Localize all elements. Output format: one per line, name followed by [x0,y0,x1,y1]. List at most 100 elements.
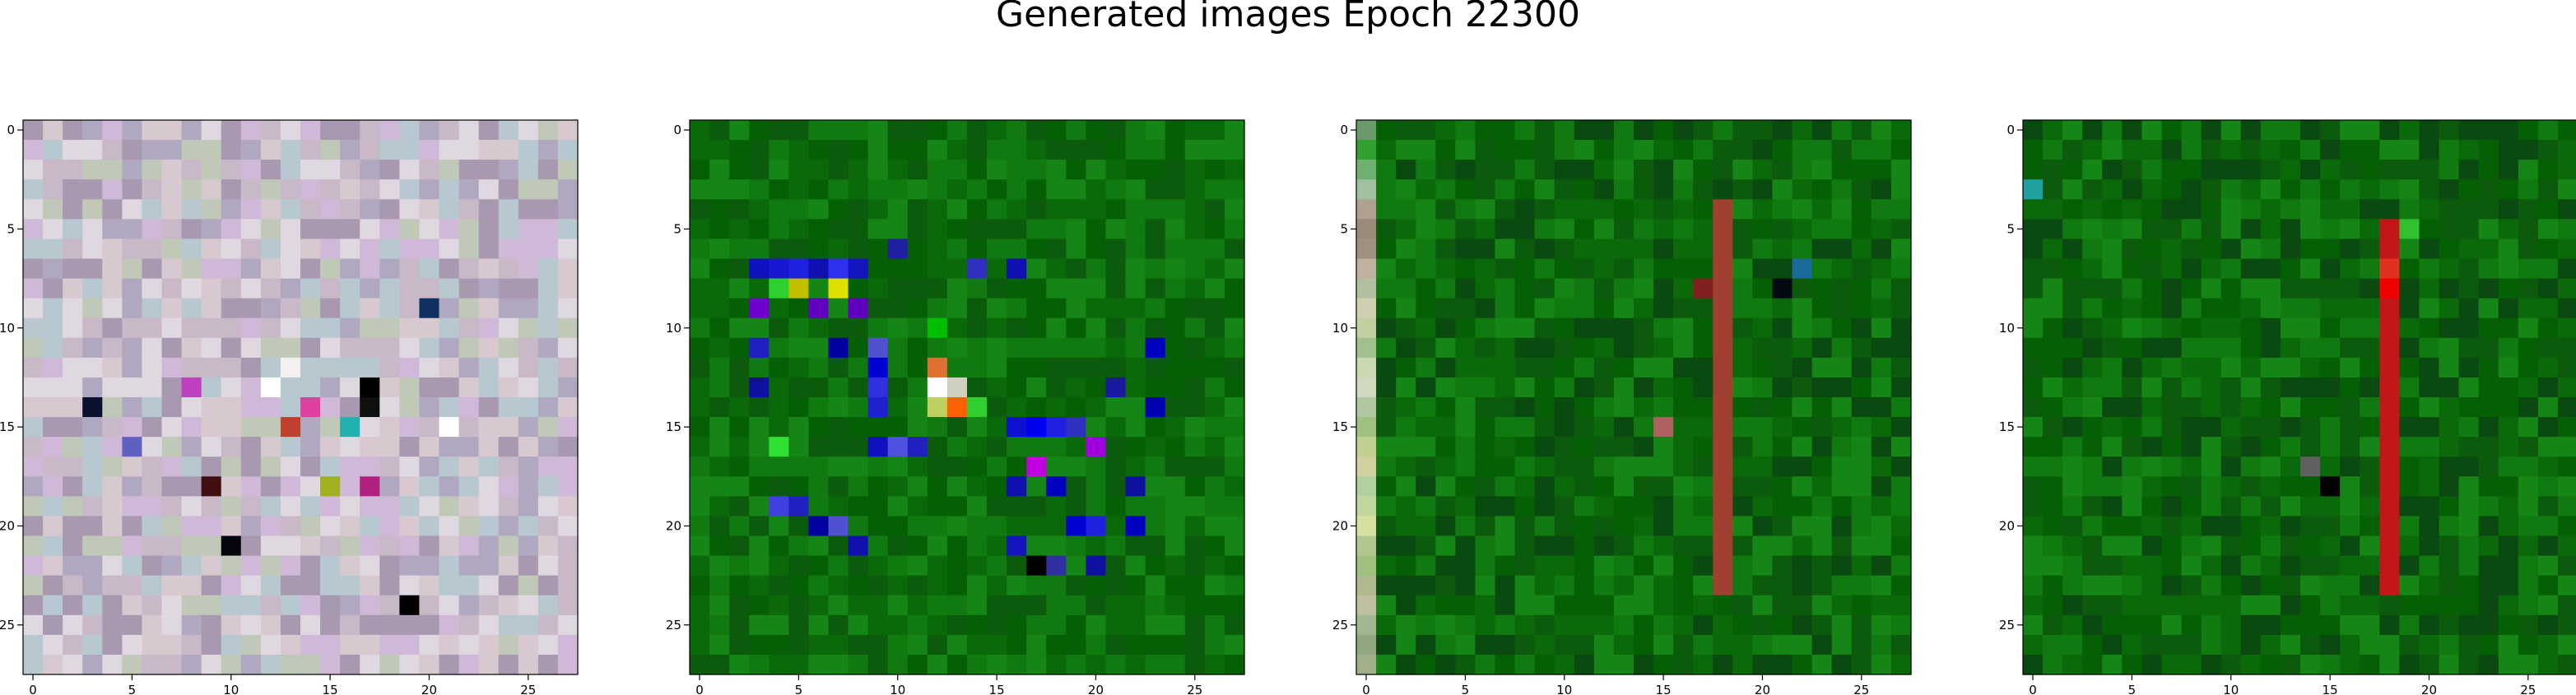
heatmap-cell [2360,516,2380,537]
heatmap-cell [1772,397,1793,418]
heatmap-cell [1376,337,1397,359]
heatmap-cell [2043,496,2063,517]
heatmap-cell [2043,219,2063,240]
heatmap-cell [1475,298,1496,319]
heatmap-cell [360,654,380,675]
heatmap-cell [439,476,460,497]
heatmap-cell [2458,357,2480,378]
heatmap-cell [1653,258,1674,280]
heatmap-cell [769,160,789,180]
heatmap-cell [2201,555,2222,577]
heatmap-cell [181,199,202,220]
heatmap-cell [749,219,770,240]
heatmap-cell [102,437,123,457]
heatmap-cell [1046,654,1067,675]
heatmap-cell [201,120,222,141]
heatmap-cell [2023,476,2044,497]
heatmap-cell [1145,535,1166,557]
heatmap-cell [439,219,460,240]
heatmap-cell [63,317,83,339]
heatmap-cell [1125,417,1146,438]
heatmap-cell [1792,535,1813,557]
heatmap-cell [518,337,539,359]
heatmap-cell [1204,317,1225,339]
heatmap-cell [1653,575,1674,596]
heatmap-cell [729,317,750,339]
heatmap-cell [1613,456,1634,477]
heatmap-cell [1396,179,1416,200]
heatmap-cell [2360,258,2380,280]
heatmap-cell [1066,654,1087,675]
heatmap-cell [808,496,830,517]
heatmap-cell [478,219,500,240]
heatmap-cell [1693,496,1713,517]
heatmap-cell [43,357,63,378]
heatmap-cell [1554,239,1575,260]
heatmap-cell [769,357,789,378]
heatmap-cell [808,634,830,656]
heatmap-cell [2043,654,2063,675]
heatmap-cell [2498,357,2519,378]
heatmap-cell [927,437,948,457]
heatmap-cell [2102,456,2123,477]
heatmap-cell [2498,437,2519,457]
heatmap-cell [828,377,849,398]
heatmap-cell [498,199,519,220]
heatmap-cell [1086,278,1107,299]
heatmap-cell [1086,575,1107,596]
heatmap-cell [23,437,44,457]
heatmap-cell [1086,258,1107,280]
heatmap-cell [1455,377,1476,398]
heatmap-cell [848,317,869,339]
heatmap-cell [2439,437,2460,457]
heatmap-cell [2141,160,2163,180]
heatmap-cell [1224,595,1245,616]
heatmap-cell [2379,278,2400,299]
heatmap-cell [1416,456,1436,477]
heatmap-cell [1165,199,1186,220]
heatmap-cell [1890,140,1912,160]
heatmap-cell [1653,179,1674,200]
heatmap-cell [1554,437,1575,457]
heatmap-cell [23,377,44,398]
heatmap-cell [2161,357,2183,378]
heatmap-cell [161,555,183,577]
axes-frame [1355,119,1912,675]
heatmap-cell [518,317,539,339]
heatmap-cell [82,298,103,319]
heatmap-cell [142,357,163,378]
heatmap-cell [1125,575,1146,596]
heatmap-cell [300,575,321,596]
heatmap-cell [2419,179,2440,200]
heatmap-cell [1871,140,1892,160]
heatmap-cell [221,456,242,477]
heatmap-cell [1105,219,1127,240]
heatmap-cell [2537,555,2559,577]
heatmap-cell [161,654,183,675]
heatmap-cell [2458,634,2480,656]
heatmap-cell [2340,278,2360,299]
heatmap-cell [142,140,163,160]
heatmap-cell [1475,219,1496,240]
heatmap-cell [1396,298,1416,319]
heatmap-cell [1184,476,1206,497]
heatmap-cell [1026,357,1047,378]
heatmap-cell [1831,160,1853,180]
heatmap-cell [1693,298,1713,319]
heatmap-cell [1890,575,1912,596]
heatmap-cell [2240,199,2262,220]
heatmap-cell [82,555,103,577]
heatmap-cell [2240,298,2262,319]
heatmap-cell [1890,239,1912,260]
heatmap-cell [1204,357,1225,378]
heatmap-cell [340,199,360,220]
heatmap-cell [360,516,380,537]
heatmap-cell [2062,179,2083,200]
heatmap-cell [709,476,730,497]
heatmap-cell [1184,496,1206,517]
heatmap-cell [260,614,281,636]
heatmap-cell [1593,614,1615,636]
heatmap-cell [518,555,539,577]
heatmap-cell [1046,437,1067,457]
heatmap-cell [2082,317,2103,339]
